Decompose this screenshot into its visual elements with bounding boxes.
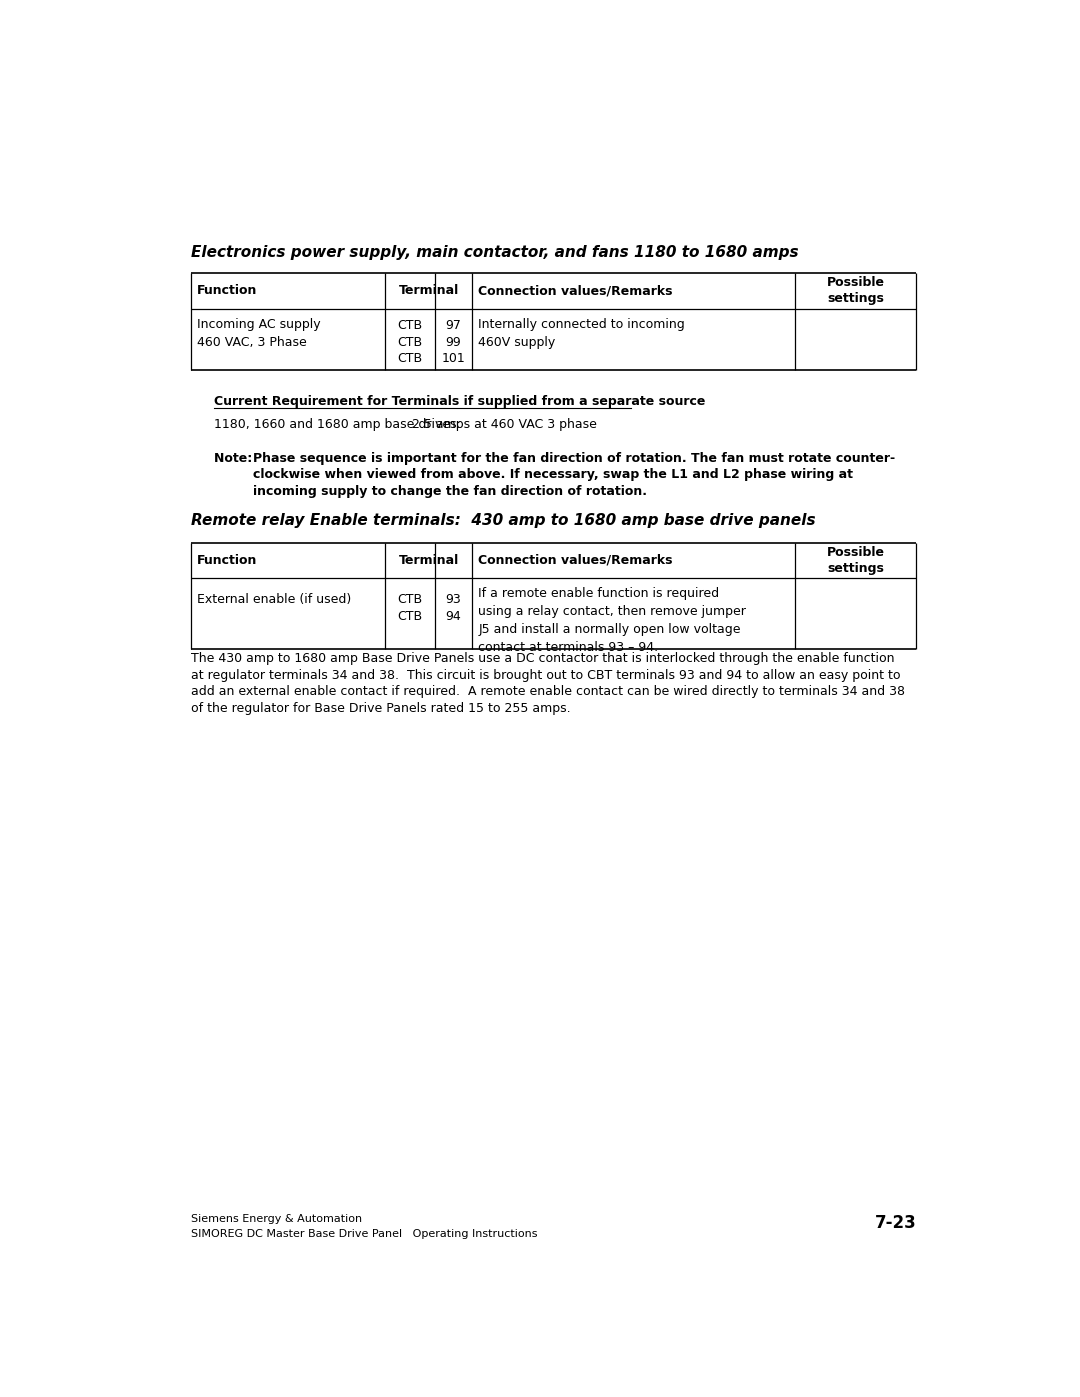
Text: Terminal: Terminal <box>399 285 459 298</box>
Text: at regulator terminals 34 and 38.  This circuit is brought out to CBT terminals : at regulator terminals 34 and 38. This c… <box>191 669 901 682</box>
Text: Connection values/Remarks: Connection values/Remarks <box>478 285 673 298</box>
Text: Incoming AC supply
460 VAC, 3 Phase: Incoming AC supply 460 VAC, 3 Phase <box>197 317 321 349</box>
Text: incoming supply to change the fan direction of rotation.: incoming supply to change the fan direct… <box>253 485 647 497</box>
Text: Possible
settings: Possible settings <box>826 277 885 306</box>
Text: Siemens Energy & Automation: Siemens Energy & Automation <box>191 1214 362 1224</box>
Text: 99: 99 <box>446 335 461 349</box>
Text: CTB: CTB <box>397 352 422 366</box>
Text: CTB: CTB <box>397 594 422 606</box>
Text: clockwise when viewed from above. If necessary, swap the L1 and L2 phase wiring : clockwise when viewed from above. If nec… <box>253 468 853 482</box>
Text: Function: Function <box>197 285 257 298</box>
Text: Function: Function <box>197 553 257 567</box>
Text: Terminal: Terminal <box>399 553 459 567</box>
Text: Phase sequence is important for the fan direction of rotation. The fan must rota: Phase sequence is important for the fan … <box>253 451 895 465</box>
Text: of the regulator for Base Drive Panels rated 15 to 255 amps.: of the regulator for Base Drive Panels r… <box>191 701 570 715</box>
Text: add an external enable contact if required.  A remote enable contact can be wire: add an external enable contact if requir… <box>191 685 905 698</box>
Text: Connection values/Remarks: Connection values/Remarks <box>478 553 673 567</box>
Text: 93: 93 <box>446 594 461 606</box>
Text: Note:: Note: <box>214 451 261 465</box>
Text: Remote relay Enable terminals:  430 amp to 1680 amp base drive panels: Remote relay Enable terminals: 430 amp t… <box>191 513 815 528</box>
Text: Current Requirement for Terminals if supplied from a separate source: Current Requirement for Terminals if sup… <box>214 395 705 408</box>
Text: External enable (if used): External enable (if used) <box>197 594 351 606</box>
Text: If a remote enable function is required
using a relay contact, then remove jumpe: If a remote enable function is required … <box>478 587 746 654</box>
Text: 97: 97 <box>445 320 461 332</box>
Text: Electronics power supply, main contactor, and fans 1180 to 1680 amps: Electronics power supply, main contactor… <box>191 244 798 260</box>
Text: 7-23: 7-23 <box>875 1214 916 1232</box>
Text: The 430 amp to 1680 amp Base Drive Panels use a DC contactor that is interlocked: The 430 amp to 1680 amp Base Drive Panel… <box>191 652 894 665</box>
Text: 1180, 1660 and 1680 amp base drives:: 1180, 1660 and 1680 amp base drives: <box>214 418 461 430</box>
Text: Internally connected to incoming
460V supply: Internally connected to incoming 460V su… <box>478 317 685 349</box>
Text: 2.5 amps at 460 VAC 3 phase: 2.5 amps at 460 VAC 3 phase <box>411 418 596 430</box>
Text: SIMOREG DC Master Base Drive Panel   Operating Instructions: SIMOREG DC Master Base Drive Panel Opera… <box>191 1229 538 1239</box>
Text: CTB: CTB <box>397 320 422 332</box>
Text: CTB: CTB <box>397 335 422 349</box>
Text: CTB: CTB <box>397 610 422 623</box>
Text: 101: 101 <box>442 352 465 366</box>
Text: 94: 94 <box>446 610 461 623</box>
Text: Possible
settings: Possible settings <box>826 546 885 574</box>
